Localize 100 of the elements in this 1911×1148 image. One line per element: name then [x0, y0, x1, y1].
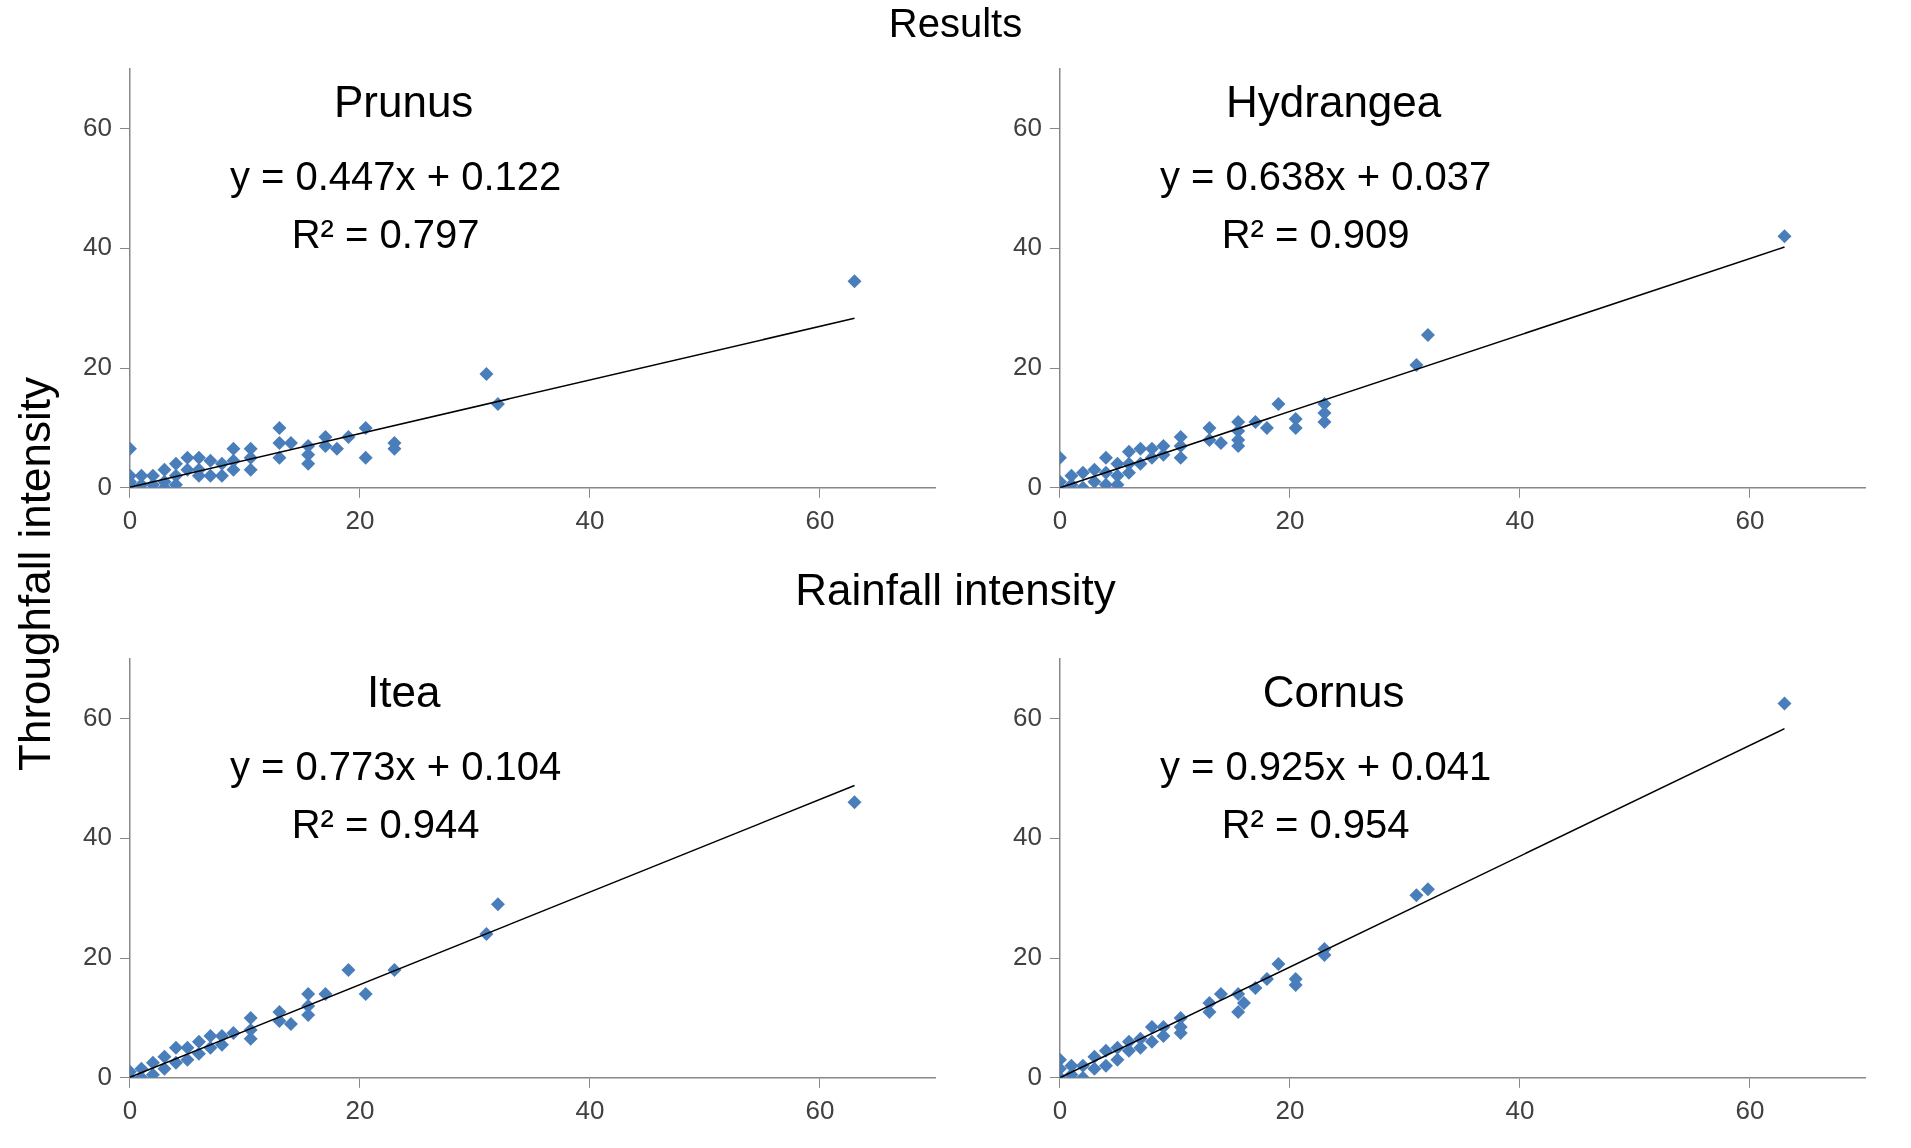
point [1144, 1019, 1159, 1034]
y-tick-label: 0 [1027, 1060, 1042, 1091]
x-tick-label: 60 [1735, 1094, 1765, 1125]
point [1087, 462, 1102, 477]
point [157, 462, 172, 477]
x-tick-label: 40 [575, 1094, 605, 1125]
point [358, 420, 373, 435]
annotation: R² = 0.909 [1221, 211, 1410, 256]
point [191, 450, 206, 465]
point [168, 456, 183, 471]
point [358, 450, 373, 465]
x-tick-label: 40 [575, 504, 605, 535]
point [329, 441, 344, 456]
y-tick-label: 20 [1013, 941, 1042, 972]
y-tick-label: 60 [83, 701, 112, 732]
x-tick-label: 60 [1735, 504, 1765, 535]
point [1098, 1043, 1113, 1058]
point [1110, 1052, 1125, 1067]
x-tick-label: 40 [1505, 1094, 1535, 1125]
point [1777, 696, 1792, 711]
y-tick-label: 60 [1013, 111, 1042, 142]
point [191, 1034, 206, 1049]
point [1420, 882, 1435, 897]
point [283, 1016, 298, 1031]
point [358, 986, 373, 1001]
point [272, 420, 287, 435]
point [203, 1028, 218, 1043]
x-tick-label: 40 [1505, 504, 1535, 535]
y-tick-label: 20 [1013, 351, 1042, 382]
y-tick-label: 40 [83, 821, 112, 852]
point [272, 450, 287, 465]
point [1259, 420, 1274, 435]
point [1202, 420, 1217, 435]
x-tick-label: 0 [1052, 504, 1068, 535]
point [1133, 441, 1148, 456]
x-tick-label: 20 [1275, 1094, 1305, 1125]
annotation: y = 0.638x + 0.037 [1159, 153, 1492, 198]
point [157, 1049, 172, 1064]
point [214, 468, 229, 483]
point [157, 1061, 172, 1076]
point [1409, 888, 1424, 903]
point [1121, 444, 1136, 459]
point [1271, 396, 1286, 411]
point [1144, 1034, 1159, 1049]
annotation: R² = 0.954 [1221, 801, 1410, 846]
y-tick-label: 0 [97, 1060, 112, 1091]
annotation: y = 0.447x + 0.122 [229, 153, 562, 198]
point [180, 1052, 195, 1067]
annotation: y = 0.925x + 0.041 [1159, 743, 1492, 788]
point [1173, 450, 1188, 465]
x-tick-label: 60 [805, 1094, 835, 1125]
y-tick-label: 40 [83, 231, 112, 262]
chart-title: Hydrangea [1226, 76, 1442, 126]
point [1409, 358, 1424, 373]
y-tick-label: 40 [1013, 821, 1042, 852]
y-tick-label: 20 [83, 941, 112, 972]
point [243, 462, 258, 477]
point [1075, 465, 1090, 480]
annotation: y = 0.773x + 0.104 [229, 743, 562, 788]
point [341, 963, 356, 978]
chart-title: Itea [366, 666, 441, 716]
point [272, 435, 287, 450]
point [1087, 1061, 1102, 1076]
point [1087, 474, 1102, 488]
x-axis-title: Rainfall intensity [795, 565, 1116, 614]
point [301, 986, 316, 1001]
point [145, 1055, 160, 1070]
x-tick-label: 20 [1275, 504, 1305, 535]
point [1098, 1058, 1113, 1073]
point [168, 1040, 183, 1055]
chart-title: Cornus [1262, 666, 1405, 716]
point [180, 450, 195, 465]
point [1271, 957, 1286, 972]
y-tick-label: 40 [1013, 231, 1042, 262]
chart-title: Prunus [333, 76, 474, 126]
x-tick-label: 20 [345, 504, 375, 535]
point [1420, 328, 1435, 343]
y-tick-label: 0 [97, 470, 112, 501]
point [1213, 986, 1228, 1001]
point [318, 986, 333, 1001]
point [1231, 1004, 1246, 1019]
point [1236, 995, 1251, 1010]
point [1098, 450, 1113, 465]
x-tick-label: 0 [1052, 1094, 1068, 1125]
point [1110, 456, 1125, 471]
point [847, 795, 862, 810]
point [180, 1040, 195, 1055]
point [203, 468, 218, 483]
point [283, 435, 298, 450]
annotation: R² = 0.944 [291, 801, 480, 846]
point [1213, 435, 1228, 450]
point [490, 897, 505, 912]
point [243, 1010, 258, 1025]
y-tick-label: 60 [83, 111, 112, 142]
point [847, 274, 862, 289]
x-tick-label: 60 [805, 504, 835, 535]
x-tick-label: 0 [122, 504, 138, 535]
point [226, 441, 241, 456]
x-tick-label: 0 [122, 1094, 138, 1125]
y-tick-label: 0 [1027, 470, 1042, 501]
